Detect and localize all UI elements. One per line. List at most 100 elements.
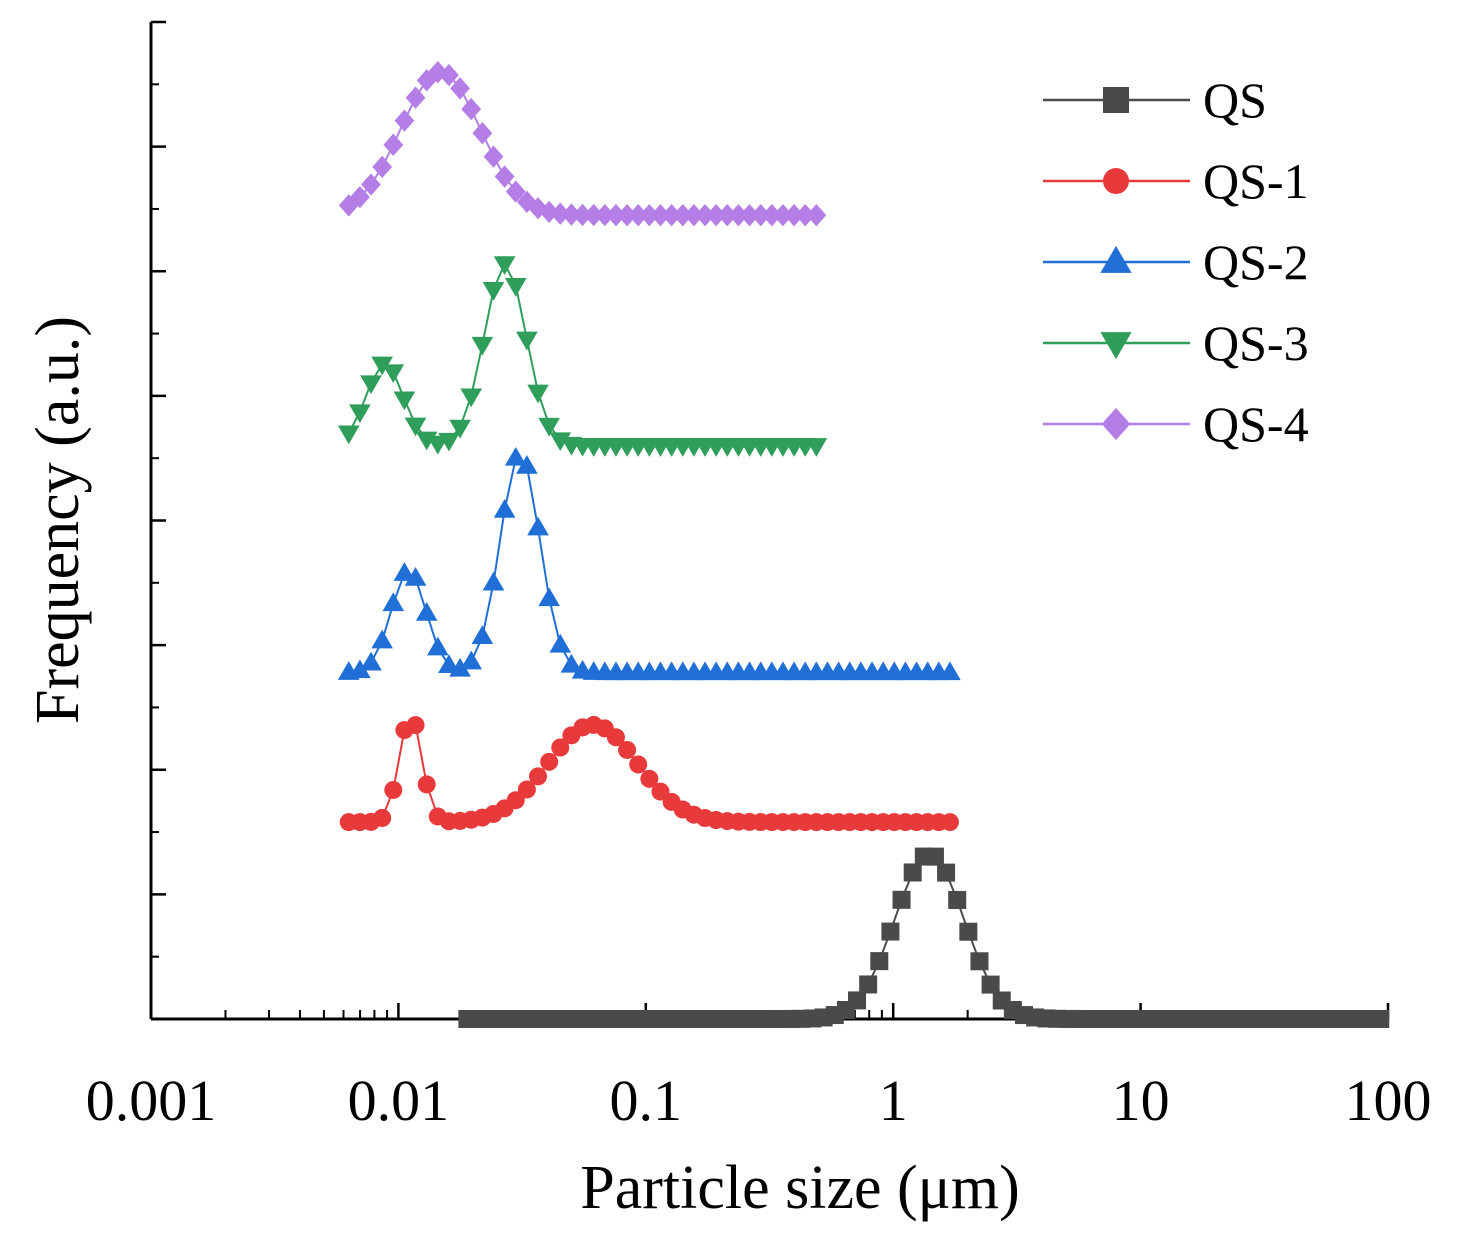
data-point [583,203,604,227]
data-point [706,204,727,227]
y-axis-title: Frequency (a.u.) [24,316,92,724]
data-point [806,204,827,227]
data-point [438,432,460,452]
data-point [517,780,536,799]
data-point [892,890,911,909]
data-point [606,204,626,227]
x-tick-label: 10 [1112,1068,1170,1133]
data-point [493,498,516,518]
data-point [940,813,959,832]
data-point [1371,1010,1390,1028]
data-point [925,847,944,866]
data-point [550,202,571,225]
data-point [628,204,649,227]
x-axis-title: Particle size (μm) [580,1154,1020,1222]
series-qs-4 [338,61,827,227]
data-point [773,204,793,227]
data-point [683,204,704,227]
legend-marker [1100,332,1132,360]
data-point [361,173,381,196]
data-point [572,203,593,227]
series-line [467,855,1381,1020]
data-point [427,636,449,656]
legend-item: QS-1 [1043,153,1309,209]
data-point [349,659,371,679]
data-point [360,651,382,671]
data-point [540,752,559,771]
data-point [449,657,471,677]
legend-item: QS-2 [1043,234,1309,290]
data-point [640,769,659,788]
data-point [439,63,459,87]
data-point [504,446,527,466]
data-point [371,629,393,649]
data-point [415,602,438,621]
data-point [561,203,582,226]
data-point [661,204,682,227]
legend-label: QS-3 [1203,315,1309,371]
x-tick-label: 100 [1345,1068,1432,1133]
data-point [382,364,405,384]
data-point [527,384,549,404]
series-qs-2 [337,446,961,681]
data-point [560,653,583,673]
data-point [471,625,494,645]
data-point [404,567,427,586]
data-point [516,331,538,351]
data-point [516,455,538,474]
data-point [529,767,548,786]
legend-label: QS-2 [1203,234,1309,290]
data-point [549,633,572,653]
data-point [449,419,471,439]
data-point [795,204,816,227]
data-point [406,716,425,735]
data-point [939,661,961,681]
data-point [695,204,715,227]
data-point [859,975,878,994]
data-point [881,922,900,941]
data-point [784,204,804,227]
data-point [493,256,516,275]
data-point [349,404,371,424]
x-tick-label: 1 [879,1068,908,1133]
data-point [394,109,415,132]
data-point [382,592,405,612]
x-tick-labels: 0.001 0.01 0.1 1 10 100 [86,1068,1432,1133]
data-point [460,650,483,670]
data-point [805,438,828,457]
data-point [494,165,515,188]
data-point [948,890,967,909]
data-point [506,791,525,810]
data-point [373,808,392,827]
series-layer [337,61,1390,1028]
x-tick-label: 0.1 [610,1068,683,1133]
legend-item: QS-3 [1043,315,1309,371]
legend: QS QS-1 QS-2 QS-3 QS-4 [1043,72,1309,452]
legend-marker [1103,168,1129,194]
data-point [384,780,403,799]
data-point [471,336,494,356]
legend-label: QS-1 [1203,153,1309,209]
data-point [405,86,426,109]
data-point [970,952,989,971]
data-point [606,728,625,747]
data-point [551,738,570,757]
data-point [504,278,527,297]
data-point [937,863,956,882]
data-point [538,417,560,437]
data-point [538,587,560,607]
legend-item: QS [1043,72,1267,128]
x-tick-label: 0.001 [86,1068,217,1133]
data-point [483,145,504,168]
data-point [349,186,370,209]
data-point [460,388,483,408]
data-point [505,180,526,203]
data-point [404,417,427,437]
data-point [482,571,505,591]
data-point [372,155,393,179]
data-point [981,975,1000,994]
legend-label: QS-4 [1203,396,1309,452]
data-point [717,204,738,227]
data-point [371,356,393,376]
